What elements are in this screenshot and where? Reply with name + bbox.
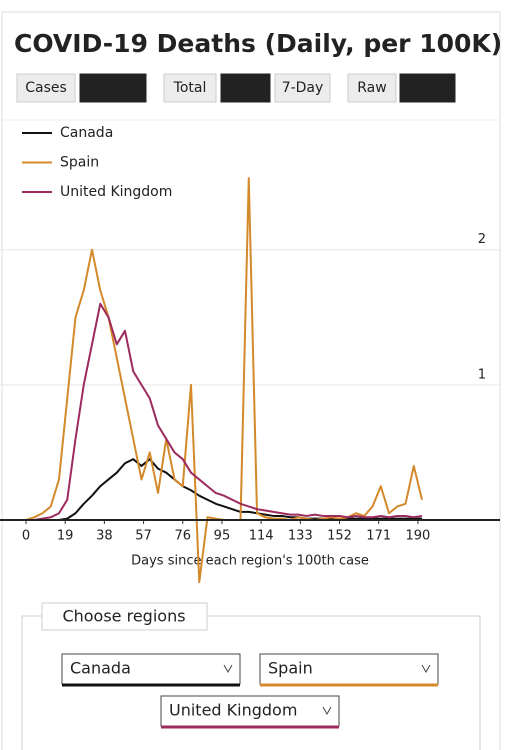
- x-tick-label: 133: [288, 529, 313, 544]
- x-tick-label: 171: [366, 529, 391, 544]
- select-chevron: [223, 664, 233, 674]
- x-tick-label: 0: [22, 529, 30, 544]
- x-tick-label: 95: [214, 529, 231, 544]
- region-select[interactable]: [61, 653, 241, 685]
- legend-label: United Kingdom: [60, 184, 172, 200]
- region-panel: [21, 615, 481, 750]
- toggle-label[interactable]: Raw: [357, 80, 386, 96]
- toggle-button[interactable]: [16, 73, 76, 103]
- region-select[interactable]: [259, 653, 439, 685]
- series-line: [25, 302, 423, 521]
- y-tick-label: 2: [478, 232, 486, 247]
- x-tick-label: 19: [57, 529, 74, 544]
- toggle-button[interactable]: [274, 73, 331, 103]
- toggle-label[interactable]: Deaths: [88, 80, 138, 96]
- toggle-button[interactable]: [347, 73, 397, 103]
- series-line: [25, 458, 423, 521]
- x-axis-title: Days since each region's 100th case: [131, 554, 369, 569]
- toggle-label[interactable]: 7-Day: [282, 80, 324, 96]
- x-tick-label: 38: [96, 529, 113, 544]
- select-label[interactable]: Spain: [268, 659, 313, 678]
- select-label[interactable]: Canada: [70, 659, 131, 678]
- toggle-button[interactable]: [220, 73, 271, 103]
- chart-title: COVID-19 Deaths (Daily, per 100K): [14, 29, 502, 58]
- select-chevron: [421, 664, 431, 674]
- toggle-button[interactable]: [163, 73, 217, 103]
- x-tick-label: 57: [135, 529, 152, 544]
- x-tick-label: 190: [405, 529, 430, 544]
- x-tick-label: 76: [174, 529, 191, 544]
- card: [1, 11, 501, 750]
- region-panel-title: Choose regions: [62, 607, 185, 626]
- region-select[interactable]: [160, 695, 340, 727]
- select-label[interactable]: United Kingdom: [169, 701, 297, 720]
- x-tick-label: 114: [249, 529, 274, 544]
- legend-label: Canada: [60, 125, 113, 141]
- region-panel-label-box: [41, 602, 208, 631]
- toggle-button[interactable]: [79, 73, 147, 103]
- legend-label: Spain: [60, 155, 99, 171]
- toggle-label[interactable]: /100K: [407, 80, 448, 96]
- toggle-label[interactable]: Total: [173, 80, 207, 96]
- x-tick-label: 152: [327, 529, 352, 544]
- select-chevron: [322, 706, 332, 716]
- y-tick-label: 1: [478, 367, 486, 382]
- toggle-button[interactable]: [399, 73, 456, 103]
- toggle-label[interactable]: Daily: [228, 80, 263, 96]
- toggle-label[interactable]: Cases: [25, 80, 67, 96]
